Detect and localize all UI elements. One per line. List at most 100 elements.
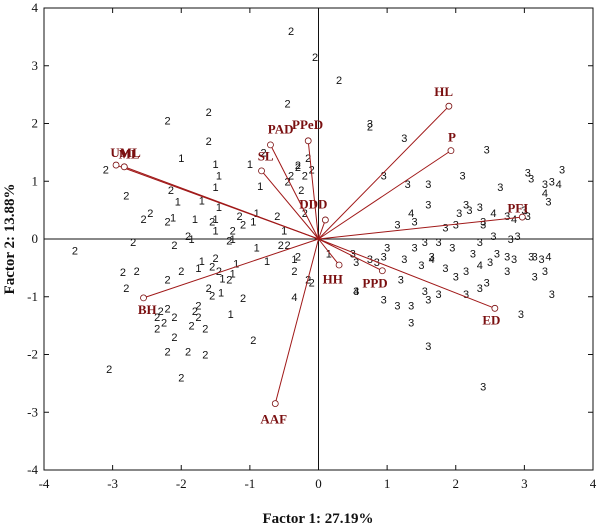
vector-label-hl: HL — [434, 84, 453, 99]
point-group-2: 2 — [188, 321, 194, 333]
point-group-3: 3 — [549, 289, 555, 301]
y-tick-label: -3 — [27, 404, 38, 419]
point-group-2: 2 — [134, 266, 140, 278]
point-group-3: 3 — [436, 237, 442, 249]
point-group-1: 1 — [291, 254, 297, 266]
point-group-2: 2 — [147, 208, 153, 220]
point-group-3: 3 — [480, 217, 486, 229]
point-group-2: 2 — [288, 170, 294, 182]
point-group-2: 2 — [230, 225, 236, 237]
vector-end-ppd — [378, 267, 386, 275]
point-group-3: 3 — [521, 205, 527, 217]
vector-end-pped — [304, 137, 312, 145]
point-group-3: 3 — [405, 179, 411, 191]
vector-end-pfi — [518, 213, 526, 221]
point-group-3: 3 — [425, 199, 431, 211]
point-group-4: 4 — [545, 251, 551, 263]
point-group-2: 2 — [185, 347, 191, 359]
point-group-2: 2 — [178, 373, 184, 385]
point-group-3: 3 — [528, 173, 534, 185]
point-group-1: 1 — [216, 202, 222, 214]
vector-end-uml — [112, 161, 120, 169]
point-group-1: 1 — [257, 181, 263, 193]
point-group-3: 3 — [425, 179, 431, 191]
point-group-1: 1 — [233, 258, 239, 270]
y-tick-label: -4 — [27, 462, 38, 477]
point-group-3: 3 — [453, 272, 459, 284]
point-group-1: 1 — [281, 225, 287, 237]
point-group-2: 2 — [192, 306, 198, 318]
point-group-2: 2 — [309, 277, 315, 289]
x-tick-label: 4 — [590, 476, 597, 491]
point-group-2: 2 — [161, 318, 167, 330]
point-group-3: 3 — [494, 248, 500, 260]
point-group-3: 3 — [412, 243, 418, 255]
y-tick-label: 2 — [32, 116, 39, 131]
point-group-2: 2 — [261, 147, 267, 159]
point-group-3: 3 — [466, 205, 472, 217]
point-group-1: 1 — [264, 256, 270, 268]
point-group-2: 2 — [130, 237, 136, 249]
x-tick-label: 2 — [453, 476, 460, 491]
point-group-3: 3 — [532, 251, 538, 263]
point-group-1: 1 — [178, 153, 184, 165]
point-group-4: 4 — [490, 208, 496, 220]
point-group-2: 2 — [158, 306, 164, 318]
vector-label-hh: HH — [323, 272, 343, 287]
point-group-1: 1 — [230, 234, 236, 246]
vector-hl — [318, 105, 450, 240]
point-group-1: 1 — [195, 263, 201, 275]
point-group-2: 2 — [168, 185, 174, 197]
point-group-2: 2 — [226, 274, 232, 286]
point-group-3: 3 — [394, 300, 400, 312]
point-group-3: 3 — [408, 318, 414, 330]
point-group-2: 2 — [164, 217, 170, 229]
point-group-4: 4 — [542, 188, 548, 200]
point-group-2: 2 — [185, 231, 191, 243]
point-group-3: 3 — [350, 248, 356, 260]
point-group-2: 2 — [226, 236, 232, 248]
point-group-3: 3 — [545, 196, 551, 208]
vector-label-p: P — [448, 129, 456, 144]
point-group-3: 3 — [470, 248, 476, 260]
point-group-1: 1 — [213, 182, 219, 194]
point-group-3: 3 — [398, 274, 404, 286]
point-group-1: 1 — [199, 256, 205, 268]
point-group-1: 1 — [213, 214, 219, 226]
point-group-3: 3 — [394, 220, 400, 232]
point-group-2: 2 — [164, 347, 170, 359]
point-group-3: 3 — [442, 222, 448, 234]
vector-label-ed: ED — [482, 312, 500, 327]
point-group-3: 3 — [525, 168, 531, 180]
point-group-2: 2 — [213, 253, 219, 265]
vector-label-ml: ML — [119, 147, 140, 162]
point-group-4: 4 — [556, 179, 562, 191]
point-group-3: 3 — [538, 254, 544, 266]
point-group-1: 1 — [188, 234, 194, 246]
point-group-1: 1 — [254, 243, 260, 255]
point-group-1: 1 — [175, 196, 181, 208]
vector-end-ddd — [321, 216, 329, 224]
vector-pped — [307, 140, 319, 240]
point-group-3: 3 — [528, 251, 534, 263]
vector-label-sl: SL — [258, 148, 274, 163]
point-group-3: 3 — [381, 170, 387, 182]
point-group-3: 3 — [401, 133, 407, 145]
point-group-2: 2 — [278, 240, 284, 252]
point-group-2: 2 — [140, 214, 146, 226]
point-group-2: 2 — [209, 217, 215, 229]
point-group-3: 3 — [497, 182, 503, 194]
point-group-3: 3 — [425, 295, 431, 307]
point-group-2: 2 — [240, 293, 246, 305]
point-group-3: 3 — [504, 211, 510, 223]
point-group-2: 2 — [103, 165, 109, 177]
vector-end-aaf — [271, 400, 279, 407]
x-tick-label: 0 — [315, 476, 322, 491]
point-group-1: 1 — [219, 273, 225, 285]
point-group-1: 1 — [228, 309, 234, 321]
point-group-3: 3 — [442, 263, 448, 275]
point-group-3: 3 — [381, 251, 387, 263]
point-group-3: 3 — [353, 286, 359, 298]
point-group-3: 3 — [422, 286, 428, 298]
